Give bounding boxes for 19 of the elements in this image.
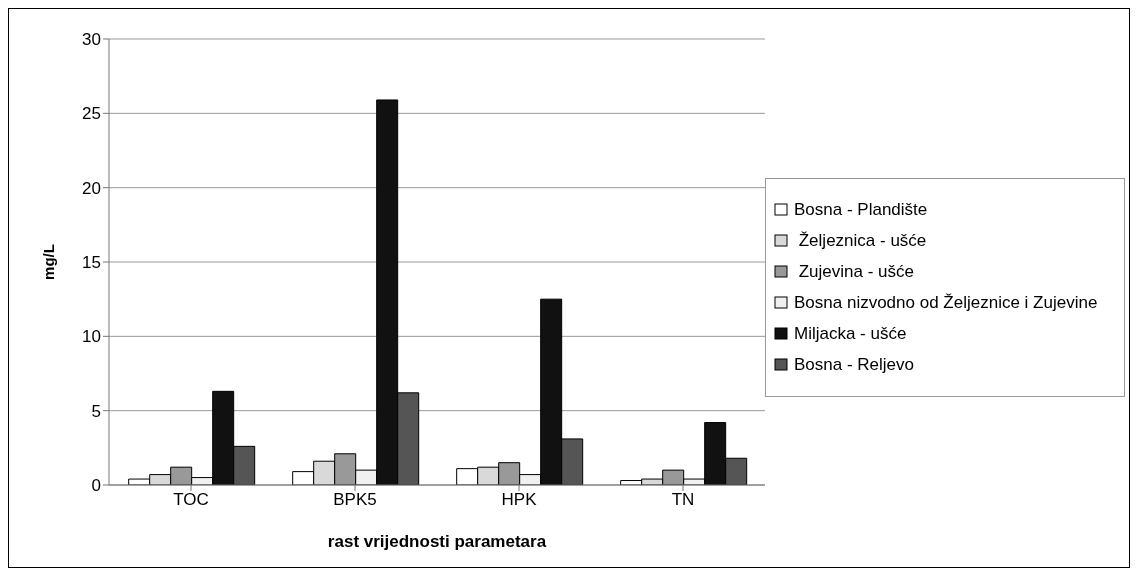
y-tick-label: 5 [91,401,101,421]
y-tick-label: 30 [82,30,101,50]
legend-label: Željeznica - ušće [797,230,927,251]
legend-label: Bosna nizvodno od Željeznice i Zujevine [794,292,1098,313]
y-tick-label: 10 [82,327,101,347]
x-tick-label: TOC [173,490,209,510]
y-tick-label: 15 [82,253,101,273]
y-tick-label: 25 [82,104,101,124]
legend-label: Bosna - Reljevo [794,354,915,375]
legend-label: Zujevina - ušće [797,261,915,282]
x-tick-label: BPK5 [333,490,377,510]
x-axis-title: rast vrijednosti parametara [327,532,547,551]
x-tick-label: HPK [501,490,538,510]
legend-label: Miljacka - ušće [794,323,907,344]
y-tick-label: 0 [91,476,101,496]
y-tick-label: 20 [82,178,101,198]
y-axis-title: mg/L [40,244,58,280]
x-tick-label: TN [671,490,695,510]
legend-label: Bosna - Plandište [794,199,928,220]
